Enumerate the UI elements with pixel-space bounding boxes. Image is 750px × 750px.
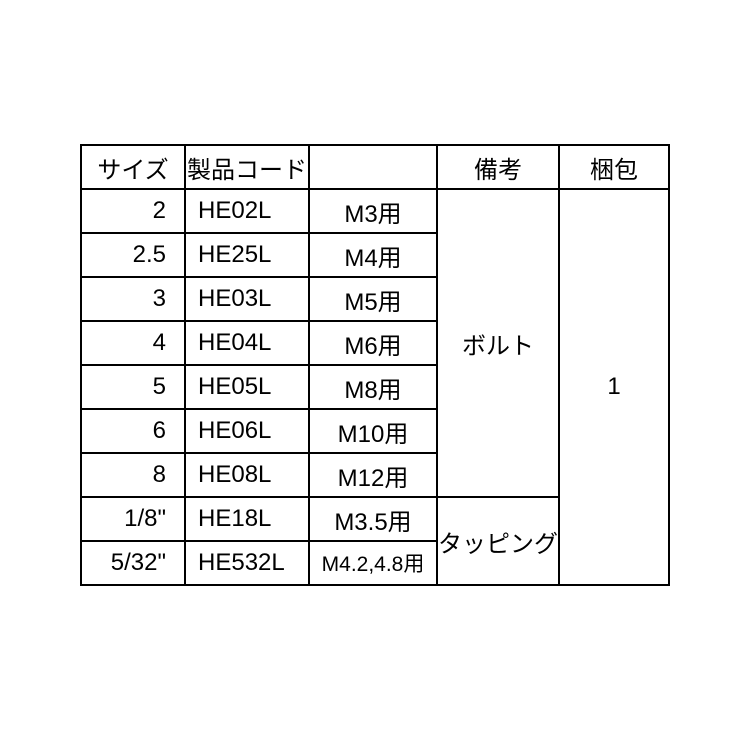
cell-size: 2 <box>81 189 185 233</box>
cell-size: 5/32" <box>81 541 185 585</box>
cell-remarks: ボルト <box>437 189 559 497</box>
header-spec <box>309 145 437 189</box>
cell-code: HE03L <box>185 277 309 321</box>
product-spec-table: サイズ 製品コード 備考 梱包 2HE02LM3用ボルト12.5HE25LM4用… <box>80 144 670 586</box>
cell-spec: M6用 <box>309 321 437 365</box>
cell-spec: M10用 <box>309 409 437 453</box>
product-spec-table-container: サイズ 製品コード 備考 梱包 2HE02LM3用ボルト12.5HE25LM4用… <box>80 144 670 586</box>
header-pack: 梱包 <box>559 145 669 189</box>
table-row: 2HE02LM3用ボルト1 <box>81 189 669 233</box>
cell-spec: M3用 <box>309 189 437 233</box>
cell-size: 6 <box>81 409 185 453</box>
table-body: 2HE02LM3用ボルト12.5HE25LM4用3HE03LM5用4HE04LM… <box>81 189 669 585</box>
cell-spec: M4用 <box>309 233 437 277</box>
cell-code: HE18L <box>185 497 309 541</box>
table-header-row: サイズ 製品コード 備考 梱包 <box>81 145 669 189</box>
cell-code: HE08L <box>185 453 309 497</box>
cell-spec: M4.2,4.8用 <box>309 541 437 585</box>
cell-spec: M5用 <box>309 277 437 321</box>
cell-code: HE532L <box>185 541 309 585</box>
header-remarks: 備考 <box>437 145 559 189</box>
cell-size: 5 <box>81 365 185 409</box>
cell-pack: 1 <box>559 189 669 585</box>
cell-code: HE04L <box>185 321 309 365</box>
cell-size: 2.5 <box>81 233 185 277</box>
cell-spec: M3.5用 <box>309 497 437 541</box>
header-code: 製品コード <box>185 145 309 189</box>
cell-code: HE02L <box>185 189 309 233</box>
header-size: サイズ <box>81 145 185 189</box>
cell-size: 4 <box>81 321 185 365</box>
cell-code: HE06L <box>185 409 309 453</box>
cell-size: 3 <box>81 277 185 321</box>
cell-size: 1/8" <box>81 497 185 541</box>
cell-code: HE05L <box>185 365 309 409</box>
cell-size: 8 <box>81 453 185 497</box>
cell-code: HE25L <box>185 233 309 277</box>
cell-spec: M8用 <box>309 365 437 409</box>
cell-remarks: タッピング <box>437 497 559 585</box>
cell-spec: M12用 <box>309 453 437 497</box>
